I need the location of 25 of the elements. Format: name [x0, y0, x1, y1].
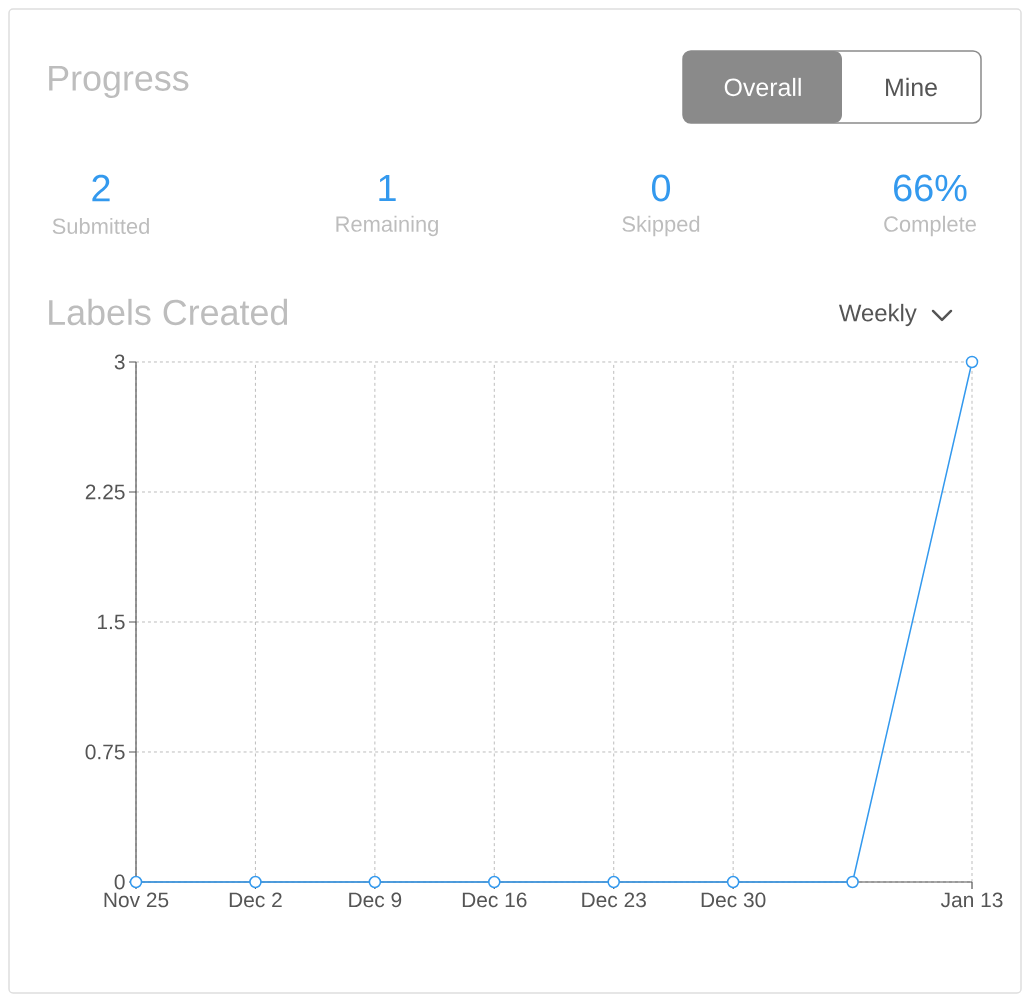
y-tick-label: 0.75	[85, 744, 125, 760]
text: Complete	[884, 215, 976, 237]
x-tick-label: Dec 30	[701, 892, 766, 908]
y-tick-label: 3	[114, 354, 125, 370]
y-tick-label: 2.25	[85, 484, 125, 500]
chart-title: Labels Created	[49, 298, 288, 326]
text: 1	[379, 174, 396, 202]
x-tick-label: Dec 9	[349, 892, 402, 908]
text: Weekly	[838, 303, 917, 327]
text: Progress	[49, 65, 189, 99]
x-tick-label: Dec 23	[582, 892, 646, 908]
text: Remaining	[336, 215, 438, 237]
x-tick-label: Dec 16	[462, 892, 527, 908]
text: 66%	[894, 174, 967, 202]
y-tick-label: 1.5	[98, 614, 125, 630]
text: Skipped	[622, 215, 700, 237]
x-tick-label: Nov 25	[104, 892, 169, 908]
y-tick-label: 0	[114, 874, 125, 890]
text: Overall	[724, 77, 801, 97]
text: Submitted	[52, 217, 149, 235]
text: Mine	[886, 77, 937, 97]
text: 2	[92, 174, 110, 202]
x-tick-label: Dec 2	[229, 892, 282, 908]
x-tick-label: Jan 13	[940, 892, 1003, 908]
text: 0	[651, 174, 671, 202]
